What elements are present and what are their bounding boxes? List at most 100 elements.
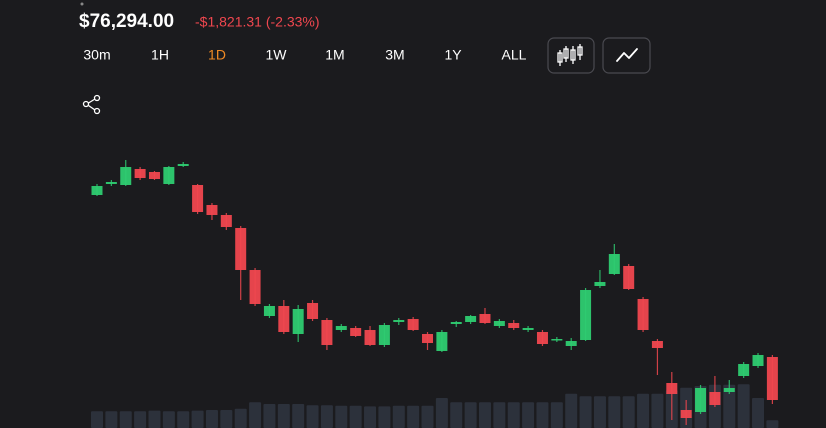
candle-body: [206, 205, 218, 215]
candle-body: [378, 325, 390, 345]
volume-bar: [593, 396, 606, 428]
volume-bar: [364, 406, 377, 428]
volume-bar: [766, 420, 779, 428]
timeframe-tab[interactable]: 1D: [208, 47, 226, 63]
candle-body: [321, 320, 333, 345]
candle-body: [105, 182, 117, 184]
candle-body: [335, 326, 347, 330]
volume-bar: [464, 402, 477, 428]
timeframe-tab[interactable]: 1W: [266, 47, 288, 63]
price-change: -$1,821.31 (-2.33%): [195, 14, 320, 30]
volume-bar: [320, 405, 333, 428]
volume-bar: [493, 402, 506, 428]
candle-body: [766, 357, 778, 400]
volume-bar: [205, 410, 218, 428]
candle-body: [723, 388, 735, 392]
volume-bar: [637, 393, 650, 428]
candle-body: [148, 172, 160, 179]
candle-body: [407, 319, 419, 330]
volume-bar: [723, 384, 736, 428]
candle-body: [738, 364, 750, 376]
candle-body: [551, 339, 563, 341]
candle-body: [450, 322, 462, 324]
volume-bar: [507, 402, 520, 428]
timeframe-tab[interactable]: 3M: [385, 47, 404, 63]
share-button[interactable]: [82, 94, 101, 115]
timeframe-tab[interactable]: 1M: [325, 47, 344, 63]
timeframe-tab[interactable]: ALL: [502, 47, 527, 63]
candle-body: [163, 167, 175, 184]
price: $76,294.00: [79, 11, 174, 32]
candle-body: [292, 309, 304, 334]
volume-bar: [277, 404, 290, 428]
timeframe-bar: 30m 1H 1D 1W 1M 3M 1Y ALL: [83, 47, 526, 63]
volume-bar: [435, 398, 448, 428]
volume-bar: [249, 402, 262, 428]
candle-body: [249, 270, 261, 304]
volume-bar: [550, 402, 563, 428]
candle-body: [565, 341, 577, 346]
line-view-button[interactable]: [602, 37, 651, 74]
volume-bar: [177, 411, 190, 428]
volume-bar: [737, 384, 750, 428]
candle-body: [220, 215, 232, 227]
volume-bar: [378, 406, 391, 428]
volume-bar: [421, 405, 434, 428]
candle-body: [263, 306, 275, 316]
volume-bar: [608, 396, 621, 428]
candle-body: [709, 392, 721, 405]
volume-bar: [162, 411, 175, 428]
volume-bar: [450, 402, 463, 428]
volume-bar: [565, 393, 578, 428]
volume-bar: [306, 405, 319, 428]
candle-body: [134, 169, 146, 178]
candle-layer: [91, 160, 778, 425]
volume-bar: [119, 411, 132, 428]
candle-body: [508, 323, 520, 328]
candle-body: [580, 290, 592, 340]
candle-body: [536, 332, 548, 344]
candle-body: [493, 321, 505, 326]
volume-bar: [91, 411, 103, 428]
timeframe-tab[interactable]: 30m: [83, 47, 110, 63]
volume-bar: [651, 393, 664, 428]
dot: [80, 2, 84, 6]
volume-bar: [349, 405, 362, 428]
volume-bar: [407, 405, 420, 428]
volume-bar: [335, 405, 348, 428]
candle-view-button[interactable]: [547, 37, 595, 74]
candle-body: [465, 316, 477, 322]
candle-body: [479, 314, 491, 323]
candle-body: [695, 388, 707, 412]
candle-body: [350, 328, 362, 336]
candle-body: [235, 228, 247, 270]
volume-bar: [392, 405, 405, 428]
volume-bar: [263, 404, 276, 428]
volume-bar: [478, 402, 491, 428]
volume-bar: [220, 410, 233, 428]
candle-body: [422, 334, 434, 343]
volume-bar: [536, 402, 549, 428]
volume-bar: [579, 396, 592, 428]
candle-body: [278, 306, 290, 332]
volume-bar: [292, 404, 305, 428]
candle-body: [364, 330, 376, 345]
candle-body: [307, 303, 319, 319]
volume-bar: [234, 408, 247, 428]
candle-body: [666, 383, 678, 394]
candle-body: [651, 341, 663, 348]
volume-bar: [148, 410, 161, 428]
timeframe-tab[interactable]: 1H: [151, 47, 169, 63]
volume-bar: [752, 398, 765, 428]
candle-body: [192, 185, 204, 212]
candle-body: [752, 355, 764, 366]
candle-body: [623, 266, 635, 289]
candle-body: [608, 254, 620, 274]
candle-body: [177, 164, 189, 166]
candle-body: [120, 167, 132, 185]
timeframe-tab[interactable]: 1Y: [444, 47, 462, 63]
candle-body: [522, 328, 534, 330]
volume-bar: [622, 396, 635, 428]
volume-bar: [191, 410, 204, 428]
